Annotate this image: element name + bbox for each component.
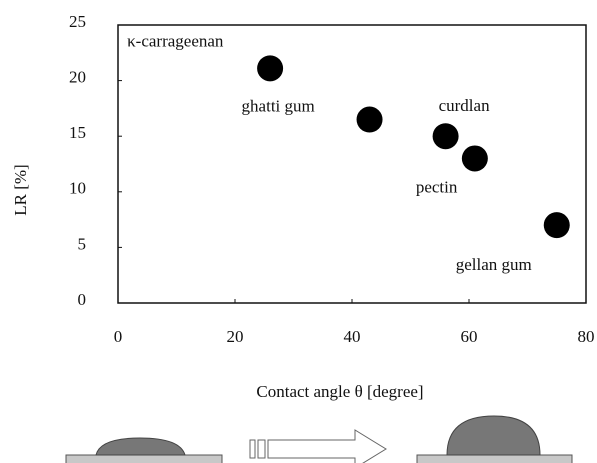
y-tick-label: 20	[69, 68, 86, 87]
arrow-tail	[250, 440, 255, 458]
y-tick-label: 15	[69, 123, 86, 142]
arrow-tail	[258, 440, 265, 458]
point	[357, 107, 383, 133]
round-drop	[447, 416, 540, 455]
substrate	[417, 455, 572, 463]
point	[462, 145, 488, 171]
x-tick-label: 20	[227, 327, 244, 346]
x-tick-label: 40	[344, 327, 361, 346]
point	[257, 55, 283, 81]
illustration	[66, 416, 572, 463]
chart: Contact angle θ [degree] LR [%] 0 5 10 15 20…	[0, 0, 597, 463]
point-label: gellan gum	[456, 255, 532, 274]
y-tick-label: 5	[78, 234, 87, 253]
y-tick-label: 25	[69, 12, 86, 31]
y-tick-label: 10	[69, 179, 86, 198]
arrow	[268, 430, 386, 463]
point	[544, 212, 570, 238]
point-label: κ-carrageenan	[127, 31, 224, 50]
x-axis-title: Contact angle θ [degree]	[256, 382, 423, 401]
y-tick-label: 0	[78, 290, 87, 309]
x-tick-label: 60	[461, 327, 478, 346]
point	[433, 123, 459, 149]
x-tick-label: 0	[114, 327, 123, 346]
substrate	[66, 455, 222, 463]
x-tick-label: 80	[578, 327, 595, 346]
flat-drop	[96, 438, 185, 455]
point-label: ghatti gum	[242, 96, 315, 115]
point-label: pectin	[416, 177, 458, 196]
y-axis-title: LR [%]	[11, 164, 30, 215]
point-label: curdlan	[439, 96, 490, 115]
